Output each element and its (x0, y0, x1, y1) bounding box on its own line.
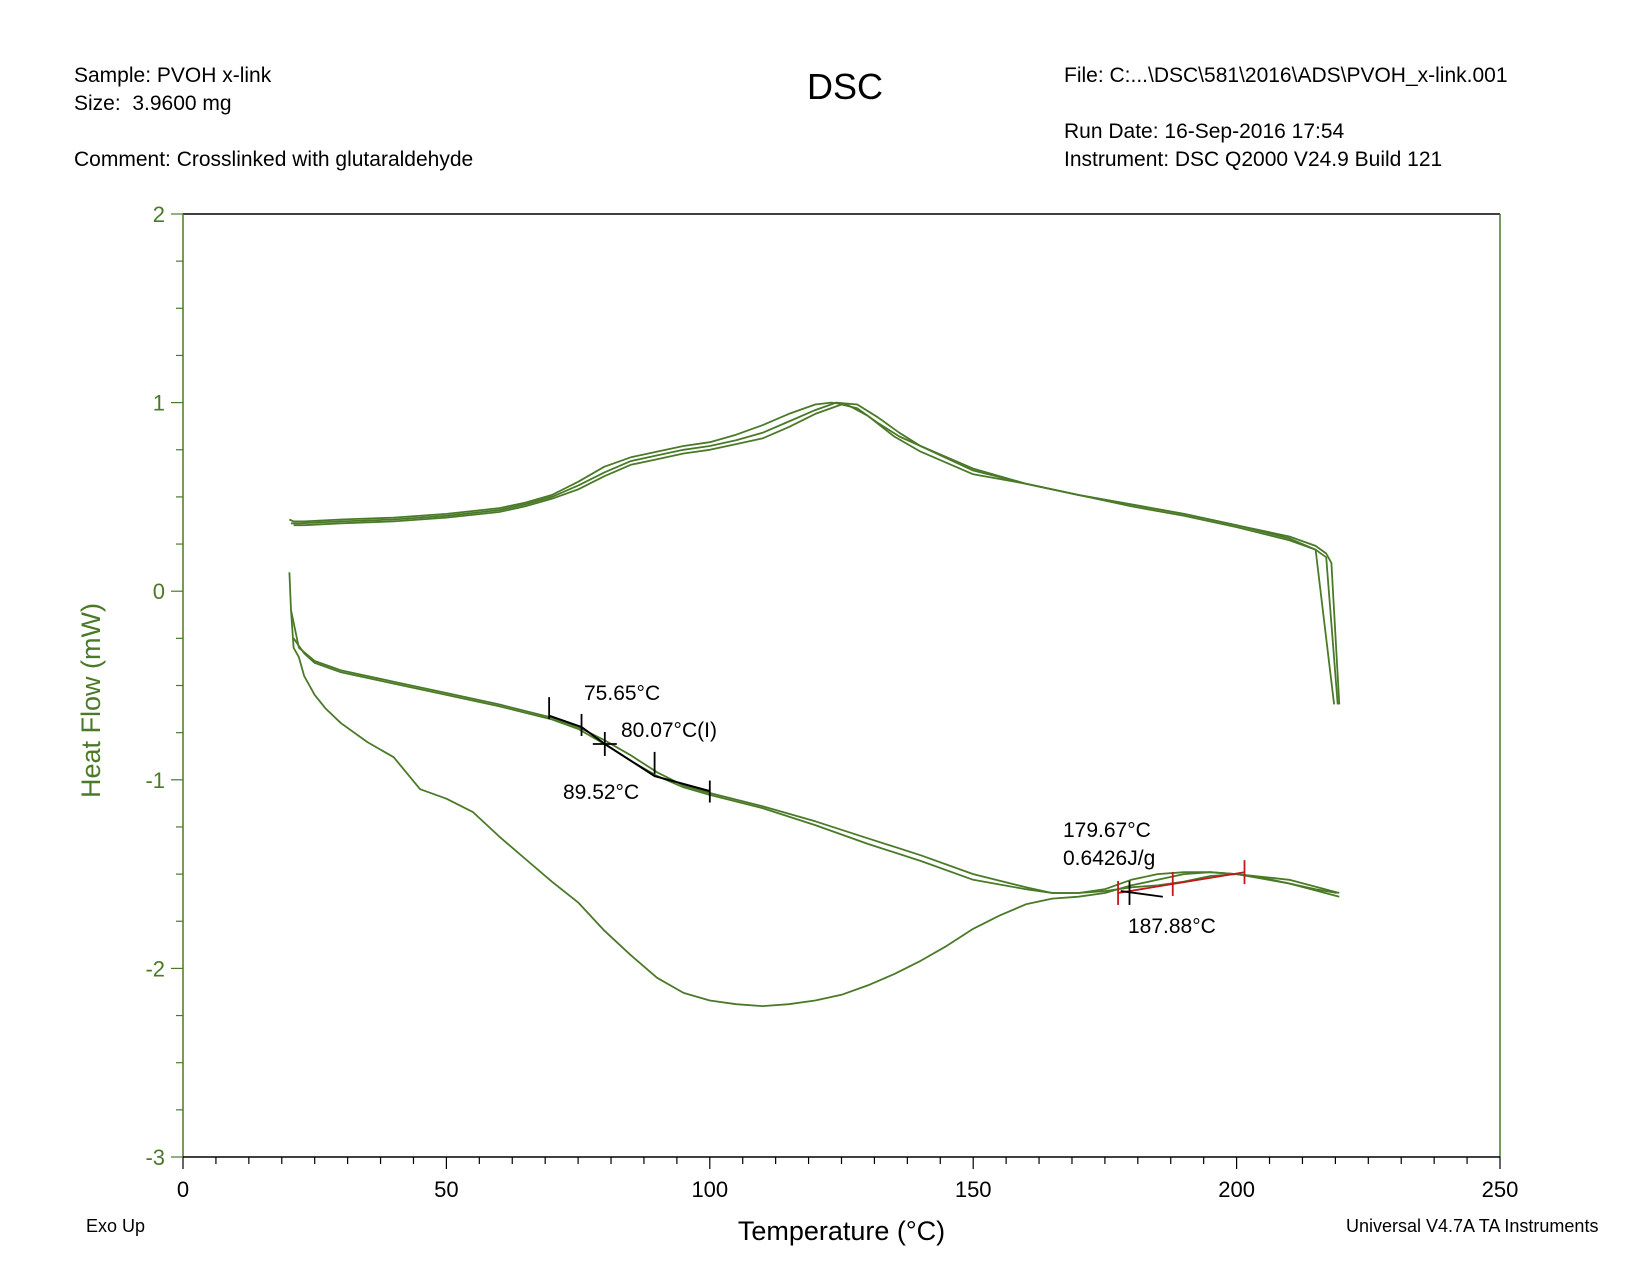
software-label: Universal V4.7A TA Instruments (1346, 1216, 1599, 1236)
series-line-3 (293, 403, 1335, 705)
x-tick-label: 200 (1218, 1177, 1255, 1202)
annotation-label: 0.6426J/g (1063, 847, 1155, 870)
sample-label: Sample: PVOH x-link (74, 64, 272, 87)
x-tick-label: 50 (434, 1177, 458, 1202)
y-tick-label: -2 (145, 956, 165, 981)
series-line-4 (288, 572, 1337, 1007)
y-axis-label: Heat Flow (mW) (76, 603, 106, 798)
size-label: Size: 3.9600 mg (74, 92, 232, 115)
series-line-1 (289, 401, 1341, 705)
x-tick-label: 100 (691, 1177, 728, 1202)
annotation-label: 187.88°C (1128, 915, 1216, 938)
series-line-2 (291, 401, 1339, 705)
annotation-label: 89.52°C (563, 781, 639, 804)
series-line-5 (290, 609, 1340, 898)
instrument-label: Instrument: DSC Q2000 V24.9 Build 121 (1064, 148, 1443, 171)
file-label: File: C:...\DSC\581\2016\ADS\PVOH_x-link… (1064, 64, 1508, 87)
x-tick-label: 250 (1482, 1177, 1519, 1202)
x-axis-label: Temperature (°C) (738, 1216, 945, 1246)
chart-title: DSC (806, 66, 883, 107)
peak-onset-line (1120, 890, 1163, 898)
annotation-label: 179.67°C (1063, 819, 1151, 842)
series-line-6 (292, 637, 1340, 894)
y-tick-label: -1 (145, 768, 165, 793)
y-tick-label: 1 (153, 391, 165, 416)
run-date-label: Run Date: 16-Sep-2016 17:54 (1064, 120, 1345, 143)
y-tick-label: 2 (153, 202, 165, 227)
exo-up-label: Exo Up (86, 1216, 146, 1236)
y-tick-label: 0 (153, 579, 165, 604)
comment-label: Comment: Crosslinked with glutaraldehyde (74, 148, 474, 171)
peak-baseline-line (1117, 871, 1245, 894)
y-tick-label: -3 (145, 1145, 165, 1170)
annotation-label: 75.65°C (584, 682, 660, 705)
x-tick-label: 0 (177, 1177, 189, 1202)
x-tick-label: 150 (955, 1177, 992, 1202)
annotation-label: 80.07°C(I) (621, 719, 717, 742)
